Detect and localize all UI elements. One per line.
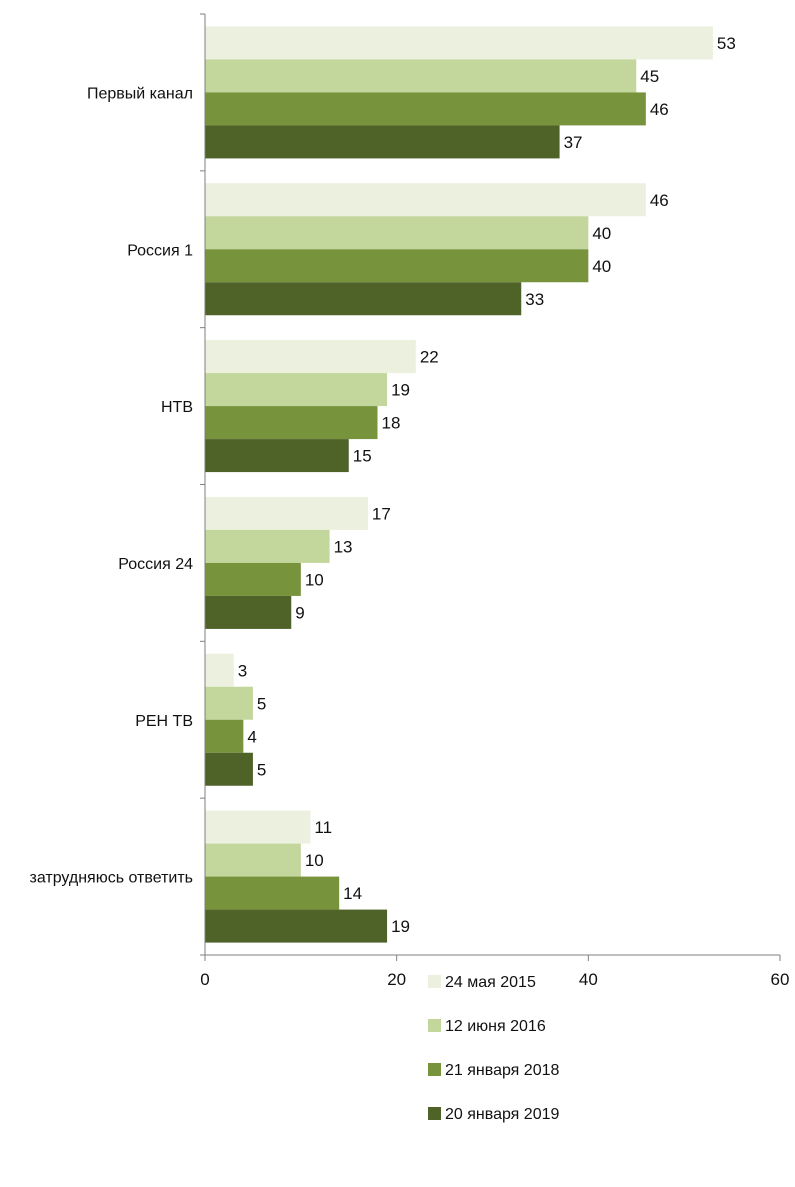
data-label: 22 (420, 348, 439, 367)
bar (205, 843, 301, 877)
data-label: 17 (372, 504, 391, 523)
legend-entry: 21 января 2018 (445, 1062, 559, 1079)
data-label: 19 (391, 381, 410, 400)
data-label: 37 (564, 133, 583, 152)
bar (205, 686, 253, 720)
bar (205, 373, 388, 407)
bar (205, 439, 349, 473)
bar (205, 59, 637, 93)
data-label: 3 (238, 661, 247, 680)
data-label: 9 (295, 603, 304, 622)
data-label: 45 (640, 67, 659, 86)
category-label: НТВ (161, 399, 193, 416)
bar (205, 183, 646, 217)
data-label: 13 (334, 537, 353, 556)
bar (205, 810, 311, 844)
axes-layer (200, 13, 781, 961)
bar (205, 909, 388, 943)
data-label: 4 (247, 727, 256, 746)
bar (205, 752, 253, 786)
bar (205, 406, 378, 440)
bar (205, 282, 522, 316)
legend-swatch (428, 975, 441, 988)
data-label: 10 (305, 851, 324, 870)
data-label: 11 (314, 818, 332, 837)
bars-layer (205, 26, 713, 943)
category-label: РЕН ТВ (135, 713, 193, 730)
x-tick-label: 20 (387, 970, 406, 989)
category-label: затрудняюсь ответить (29, 870, 193, 887)
legend-entry: 12 июня 2016 (445, 1018, 546, 1035)
data-label: 40 (592, 257, 611, 276)
category-label: Россия 1 (127, 242, 193, 259)
data-label: 46 (650, 191, 669, 210)
legend-swatch (428, 1107, 441, 1120)
data-label: 14 (343, 884, 362, 903)
data-label: 18 (382, 414, 401, 433)
bar (205, 26, 713, 60)
data-label: 19 (391, 917, 410, 936)
legend-swatch (428, 1019, 441, 1032)
data-label: 15 (353, 447, 372, 466)
data-label: 33 (525, 290, 544, 309)
legend: 24 мая 2015 12 июня 2016 21 января 2018 20 … (428, 974, 559, 1123)
bar (205, 595, 292, 629)
bar (205, 876, 340, 910)
bar (205, 529, 330, 563)
x-tick-label: 40 (579, 970, 598, 989)
bar (205, 92, 646, 126)
bar (205, 216, 589, 250)
bar (205, 719, 244, 753)
legend-entry: 24 мая 2015 (445, 974, 536, 991)
bar (205, 340, 416, 374)
x-tick-label: 0 (200, 970, 209, 989)
data-label: 46 (650, 100, 669, 119)
category-label: Первый канал (87, 85, 193, 102)
data-label: 10 (305, 570, 324, 589)
data-label: 40 (592, 224, 611, 243)
legend-swatch (428, 1063, 441, 1076)
bar (205, 249, 589, 283)
data-label: 5 (257, 694, 266, 713)
bar (205, 562, 301, 596)
category-label: Россия 24 (118, 556, 193, 573)
data-label: 53 (717, 34, 736, 53)
data-label: 5 (257, 760, 266, 779)
bar (205, 496, 368, 530)
x-tick-label: 60 (771, 970, 790, 989)
bar (205, 125, 560, 159)
bar (205, 653, 234, 687)
legend-entry: 20 января 2019 (445, 1106, 559, 1123)
